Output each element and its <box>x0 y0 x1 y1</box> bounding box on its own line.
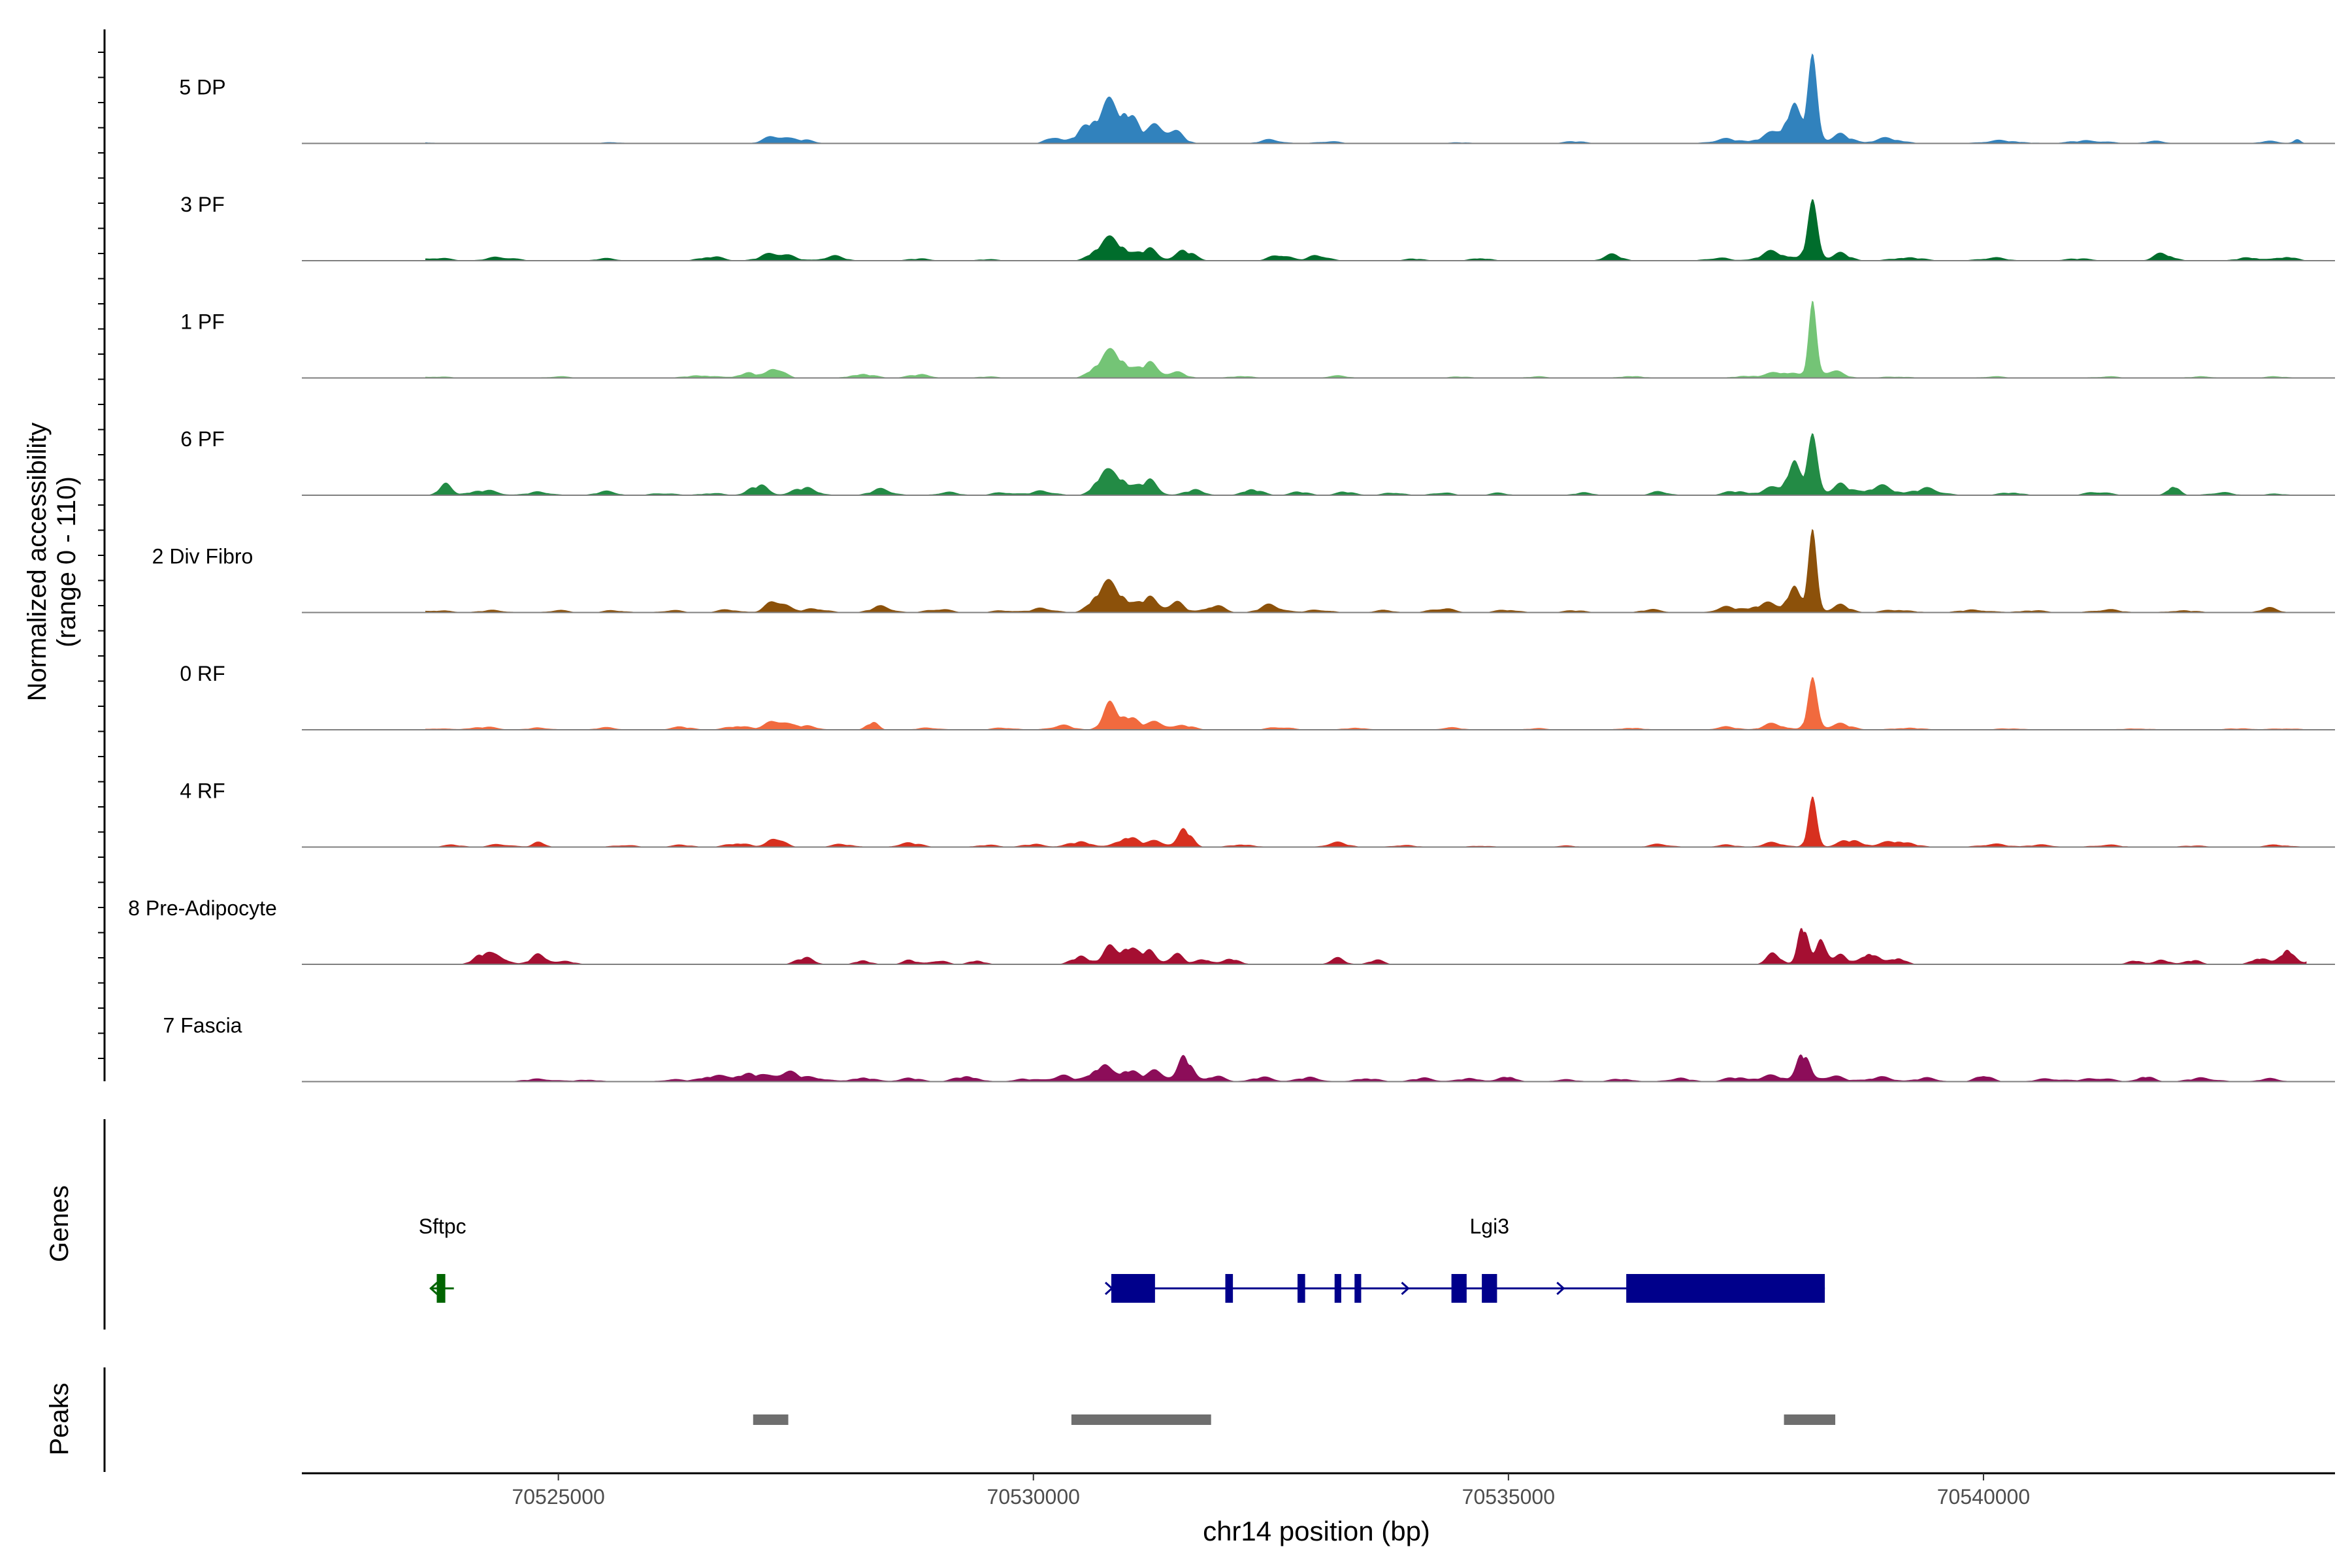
y-axis <box>98 29 106 1472</box>
peak-region <box>1784 1414 1836 1425</box>
coverage-area <box>425 301 2307 378</box>
coverage-area <box>425 199 2307 261</box>
track-label: 2 Div Fibro <box>152 545 253 568</box>
coverage-area <box>425 677 2307 730</box>
x-tick-label: 70535000 <box>1462 1485 1555 1509</box>
x-tick-label: 70525000 <box>512 1485 604 1509</box>
track-2-div-fibro: 2 Div Fibro <box>152 529 2335 613</box>
track-4-rf: 4 RF <box>180 779 2335 848</box>
strand-arrow <box>1104 1281 1114 1296</box>
gene-sftpc: Sftpc <box>419 1215 466 1303</box>
track-label: 8 Pre-Adipocyte <box>128 896 277 920</box>
track-0-rf: 0 RF <box>180 662 2335 730</box>
track-5-dp: 5 DP <box>179 53 2335 144</box>
track-1-pf: 1 PF <box>180 301 2335 379</box>
track-8-pre-adipocyte: 8 Pre-Adipocyte <box>128 896 2335 965</box>
coverage-area <box>425 796 2307 847</box>
track-label: 6 PF <box>180 427 225 451</box>
y-axis-title-line2: (range 0 - 110) <box>52 476 81 647</box>
peak-region <box>753 1414 789 1425</box>
strand-arrow <box>1556 1281 1565 1296</box>
track-label: 4 RF <box>180 779 225 803</box>
x-axis-title: chr14 position (bp) <box>1203 1516 1430 1546</box>
gene-lgi3: Lgi3 <box>1104 1215 1825 1303</box>
peaks-track <box>753 1414 1836 1425</box>
track-7-fascia: 7 Fascia <box>163 1014 2335 1083</box>
gene-exon <box>1482 1274 1497 1303</box>
x-tick-label: 70530000 <box>987 1485 1080 1509</box>
x-axis: 70525000 70530000 70535000 70540000 <box>302 1472 2335 1509</box>
gene-exon <box>436 1274 446 1303</box>
coverage-area <box>425 928 2307 964</box>
track-label: 7 Fascia <box>163 1014 242 1037</box>
gene-exon <box>1111 1274 1155 1303</box>
strand-arrow <box>1401 1281 1410 1296</box>
gene-exon <box>1334 1274 1341 1303</box>
y-axis-title-line1: Normalized accessibility <box>23 423 52 702</box>
track-label: 1 PF <box>180 310 225 334</box>
genes-track-title: Genes <box>45 1185 74 1262</box>
gene-exon <box>1451 1274 1467 1303</box>
coverage-area <box>425 1054 2307 1082</box>
track-3-pf: 3 PF <box>180 193 2335 261</box>
track-6-pf: 6 PF <box>180 427 2335 496</box>
strand-arrow <box>429 1281 438 1296</box>
gene-label: Lgi3 <box>1470 1215 1510 1238</box>
x-tick-label: 70540000 <box>1937 1485 2030 1509</box>
gene-label: Sftpc <box>419 1215 466 1238</box>
coverage-tracks: 5 DP 3 PF 1 PF 6 PF 2 Div Fibro 0 RF 4 RF 8 Pre… <box>128 53 2335 1083</box>
track-label: 5 DP <box>179 76 225 99</box>
peak-region <box>1071 1414 1211 1425</box>
coverage-area <box>425 433 2307 495</box>
coverage-area <box>425 529 2307 613</box>
track-label: 0 RF <box>180 662 225 685</box>
gene-exon <box>1354 1274 1362 1303</box>
gene-exon <box>1225 1274 1233 1303</box>
genes-track: Sftpc Lgi3 <box>419 1215 1825 1303</box>
peaks-track-title: Peaks <box>45 1382 74 1455</box>
gene-exon <box>1298 1274 1305 1303</box>
track-label: 3 PF <box>180 193 225 216</box>
gene-exon <box>1626 1274 1825 1303</box>
coverage-area <box>425 53 2307 144</box>
